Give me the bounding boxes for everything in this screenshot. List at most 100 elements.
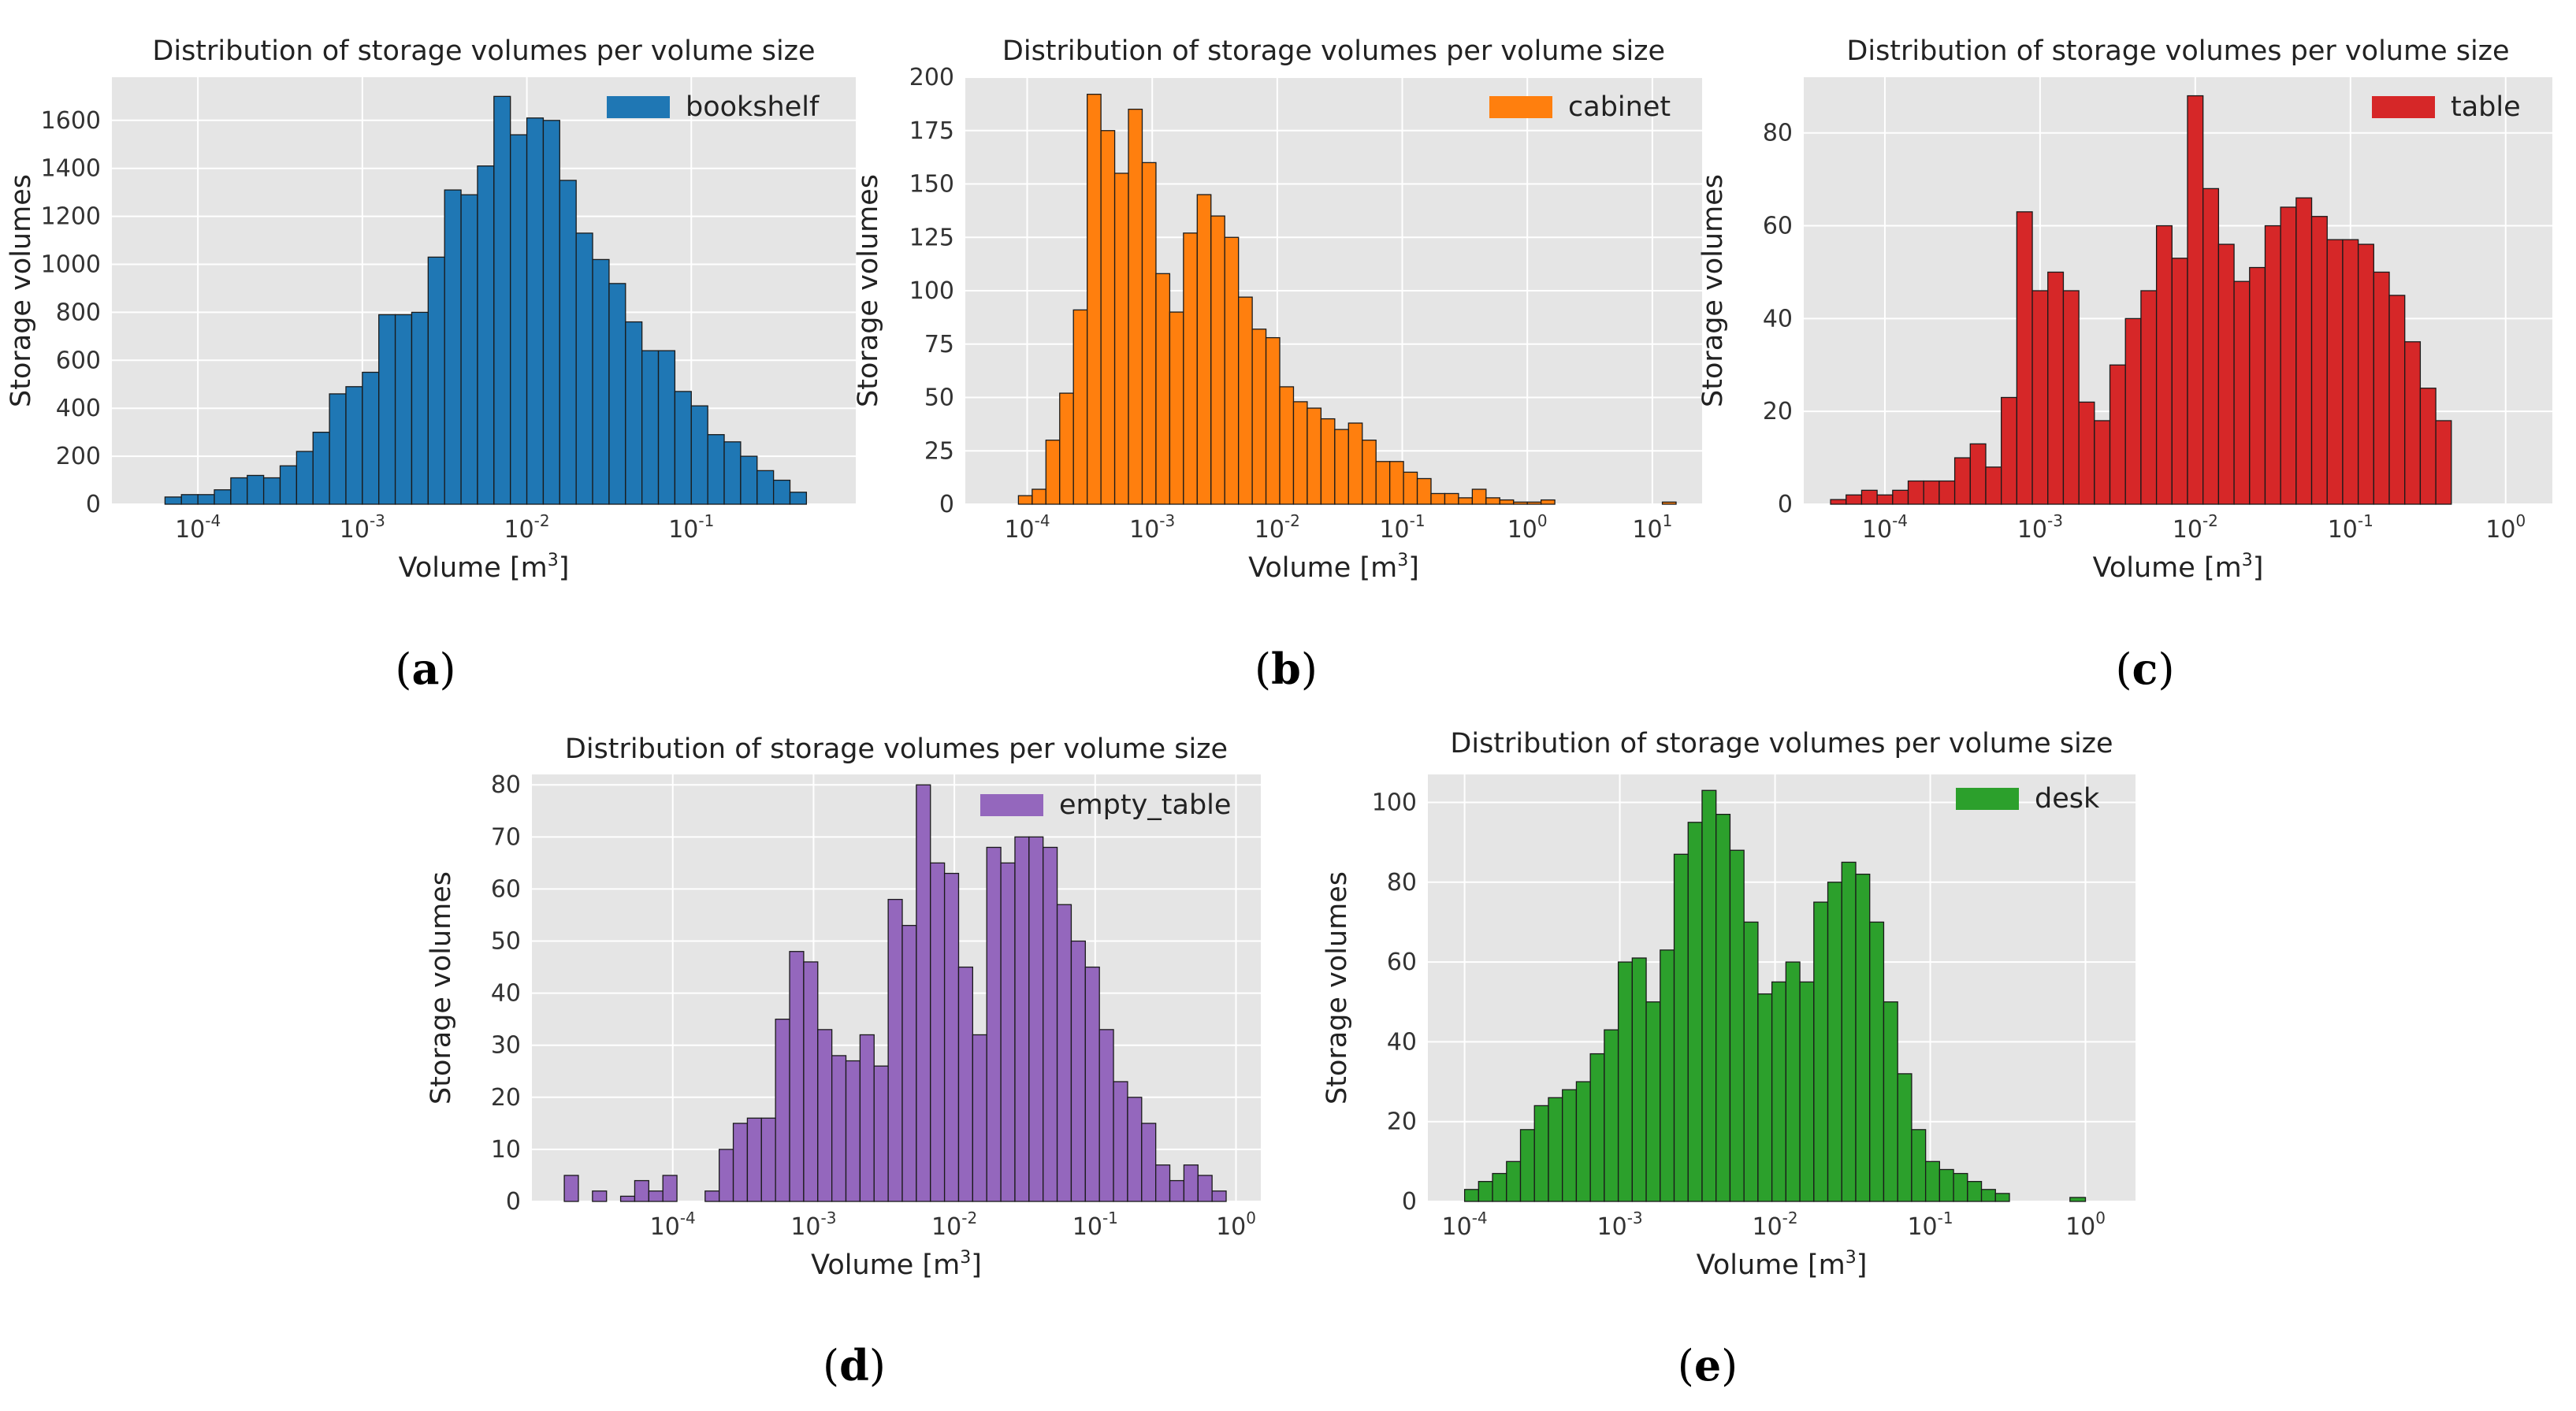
histogram-bar bbox=[707, 434, 725, 505]
x-tick-label: 10-2 bbox=[2173, 511, 2218, 544]
caption-close: ) bbox=[2158, 644, 2174, 694]
histogram-bar bbox=[2155, 225, 2173, 505]
histogram-bar bbox=[575, 232, 593, 505]
histogram-bar bbox=[1251, 329, 1267, 505]
histogram-bar bbox=[1923, 480, 1940, 505]
legend-label: bookshelf bbox=[686, 91, 820, 123]
chart-title: Distribution of storage volumes per volu… bbox=[1846, 35, 2509, 67]
histogram-bar bbox=[1265, 336, 1281, 505]
histogram-bar bbox=[887, 898, 903, 1202]
x-tick-base: 10 bbox=[1752, 1213, 1782, 1241]
y-tick-label: 20 bbox=[1763, 398, 1793, 425]
panel-b: Distribution of storage volumes per volu… bbox=[853, 35, 1702, 694]
x-tick-base: 10 bbox=[1129, 516, 1159, 544]
histogram-bar bbox=[1463, 1189, 1479, 1202]
x-tick-exponent: -2 bbox=[1284, 511, 1300, 530]
x-axis-label: Volume [m3] bbox=[2093, 551, 2264, 584]
histogram-bar bbox=[510, 134, 528, 505]
y-tick-label: 50 bbox=[924, 384, 954, 412]
histogram-bar bbox=[2047, 271, 2065, 505]
legend-label: empty_table bbox=[1059, 789, 1231, 821]
y-axis-label: Storage volumes bbox=[426, 871, 457, 1105]
histogram-bar bbox=[2357, 243, 2374, 505]
x-tick-base: 10 bbox=[931, 1213, 961, 1241]
y-tick-label: 0 bbox=[506, 1188, 521, 1216]
histogram-bar bbox=[1892, 489, 1909, 505]
histogram-bar bbox=[2202, 188, 2220, 505]
histogram-bar bbox=[1924, 1160, 1941, 1202]
y-axis-label: Storage volumes bbox=[1321, 871, 1353, 1105]
histogram-bar bbox=[493, 95, 511, 505]
histogram-bar bbox=[1210, 215, 1225, 505]
y-tick-label: 0 bbox=[86, 491, 101, 518]
histogram-bar bbox=[1279, 386, 1295, 505]
histogram-bar bbox=[1499, 499, 1515, 505]
histogram-bar bbox=[1526, 501, 1542, 505]
y-tick-label: 40 bbox=[1387, 1028, 1417, 1056]
histogram-bar bbox=[1389, 461, 1404, 505]
x-tick-base: 10 bbox=[668, 516, 698, 544]
y-axis-label: Storage volumes bbox=[1697, 174, 1729, 407]
caption-open: ( bbox=[823, 1341, 839, 1391]
caption-close: ) bbox=[869, 1341, 886, 1391]
histogram-bar bbox=[1375, 461, 1391, 505]
histogram-bar bbox=[1169, 311, 1184, 505]
x-tick-base: 10 bbox=[1216, 1213, 1246, 1241]
histogram-bar bbox=[1939, 1168, 1954, 1202]
x-tick-exponent: -3 bbox=[370, 511, 385, 530]
x-tick-label: 10-4 bbox=[175, 511, 221, 544]
histogram-bar bbox=[1183, 232, 1198, 505]
histogram-bar bbox=[2069, 1197, 2087, 1202]
histogram-bar bbox=[625, 321, 643, 505]
histogram-bar bbox=[1238, 296, 1253, 505]
y-tick-label: 0 bbox=[1402, 1188, 1417, 1216]
histogram-bar bbox=[772, 479, 791, 505]
x-axis-label-superscript: 3 bbox=[548, 551, 559, 570]
x-tick-label: 10-1 bbox=[1907, 1209, 1953, 1241]
histogram-bar bbox=[1183, 1164, 1199, 1202]
panel-caption: (a) bbox=[395, 644, 455, 694]
legend-swatch bbox=[1956, 788, 2019, 810]
histogram-bar bbox=[916, 784, 931, 1202]
histogram-bar bbox=[803, 961, 819, 1202]
histogram-bar bbox=[1631, 957, 1647, 1202]
histogram-bar bbox=[1196, 194, 1212, 505]
histogram-bar bbox=[1113, 173, 1129, 505]
panel-a: Distribution of storage volumes per volu… bbox=[6, 35, 856, 694]
histogram-bar bbox=[542, 120, 560, 505]
histogram-bar bbox=[1985, 466, 2002, 505]
histogram-bar bbox=[1320, 418, 1336, 505]
histogram-bar bbox=[1980, 1189, 1996, 1202]
histogram-bar bbox=[957, 966, 974, 1202]
histogram-bar bbox=[1403, 471, 1418, 505]
y-axis-label: Storage volumes bbox=[6, 174, 37, 407]
histogram-bar bbox=[2388, 295, 2406, 505]
histogram-bar bbox=[1841, 861, 1857, 1202]
histogram-bar bbox=[1701, 789, 1717, 1202]
histogram-bar bbox=[312, 432, 330, 505]
x-axis-label-superscript: 3 bbox=[1397, 551, 1408, 570]
histogram-bar bbox=[1830, 499, 1847, 505]
y-tick-label: 80 bbox=[491, 771, 521, 799]
histogram-bar bbox=[1533, 1105, 1549, 1202]
histogram-bar bbox=[674, 391, 692, 505]
x-tick-base: 10 bbox=[2173, 516, 2202, 544]
histogram-bar bbox=[2419, 388, 2437, 505]
histogram-bar bbox=[1155, 1164, 1171, 1202]
histogram-bar bbox=[1660, 949, 1675, 1202]
histogram-bar bbox=[1876, 494, 1894, 505]
histogram-bar bbox=[1513, 501, 1528, 505]
x-tick-base: 10 bbox=[1442, 1213, 1472, 1241]
histogram-bar bbox=[2310, 216, 2328, 505]
y-tick-label: 150 bbox=[909, 171, 954, 199]
x-tick-base: 10 bbox=[2017, 516, 2047, 544]
y-tick-label: 0 bbox=[939, 491, 954, 518]
histogram-bar bbox=[1471, 488, 1487, 505]
y-tick-label: 1000 bbox=[41, 251, 101, 279]
x-tick-exponent: -4 bbox=[1035, 511, 1050, 530]
histogram-bar bbox=[619, 1195, 636, 1202]
histogram-bar bbox=[690, 405, 708, 505]
histogram-bar bbox=[873, 1065, 889, 1202]
histogram-bar bbox=[775, 1019, 790, 1202]
x-tick-label: 10-2 bbox=[1255, 511, 1300, 544]
